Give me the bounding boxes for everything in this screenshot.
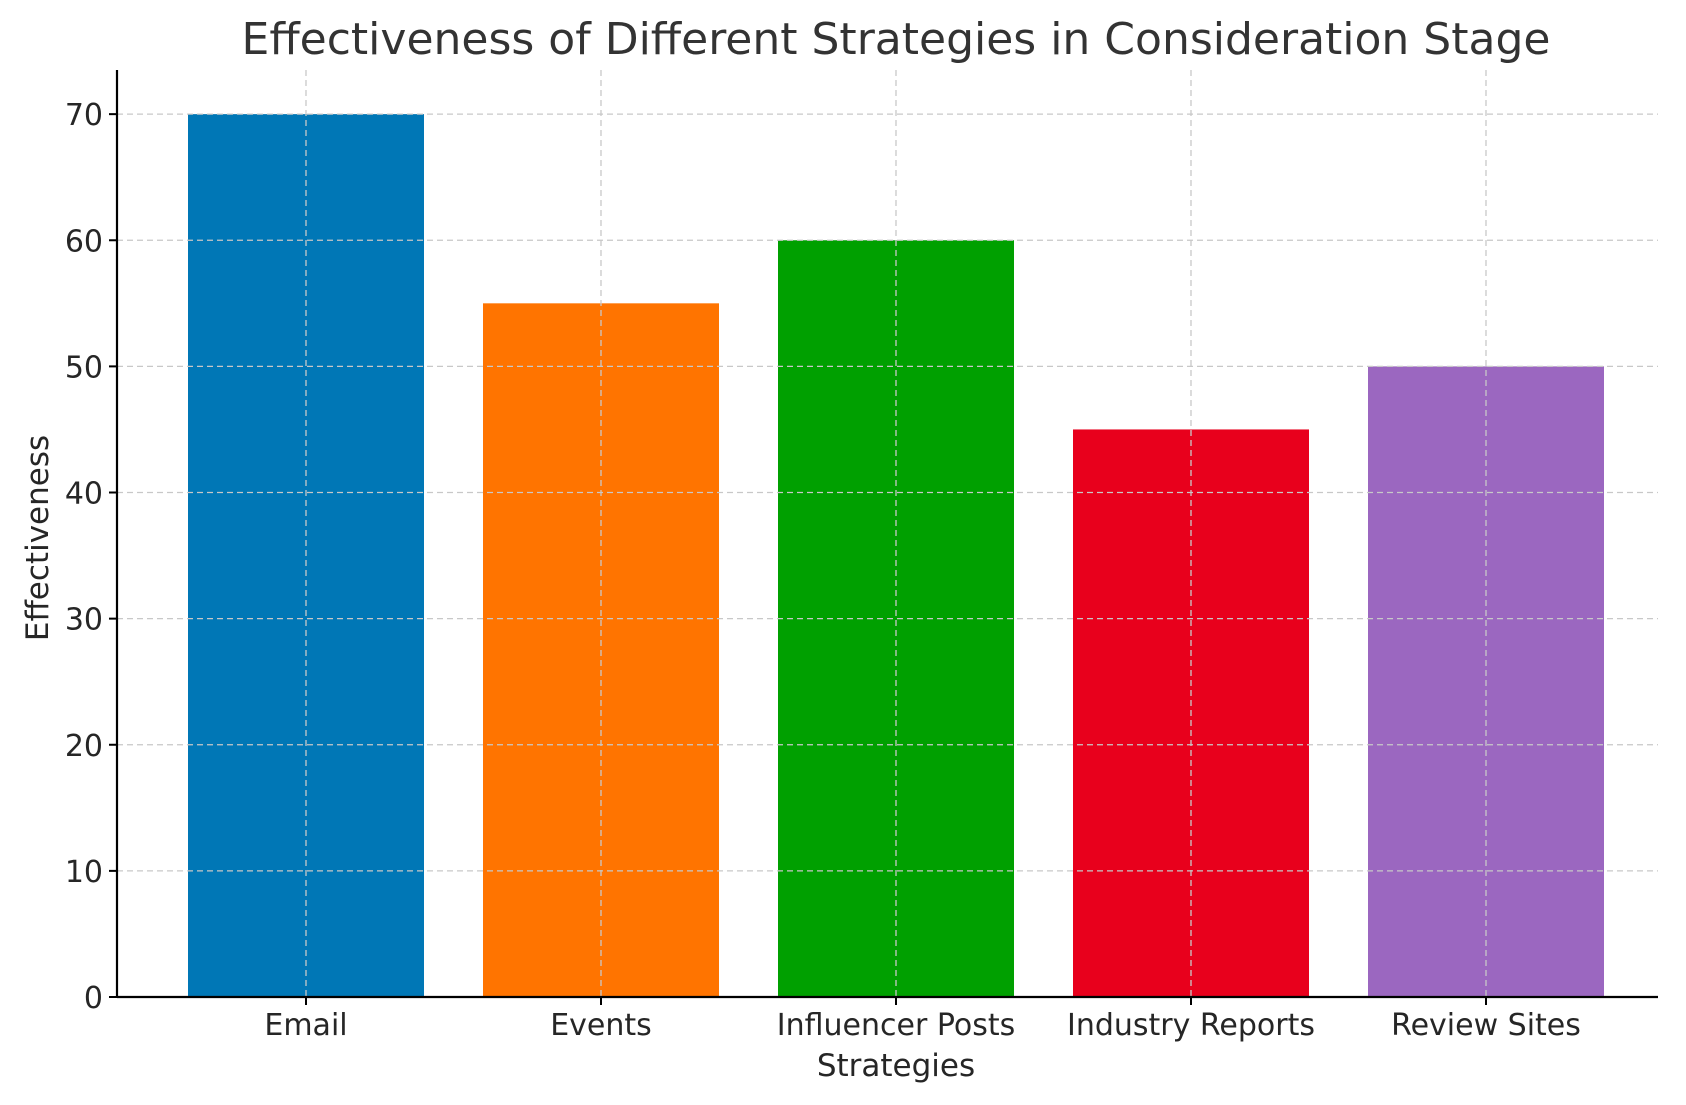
- y-tick-label: 60: [65, 224, 103, 259]
- axis-layer: 0 10 20 30 40 50 60 70 Email Events Influencer Pos…: [65, 70, 1658, 1043]
- chart-title: Effectiveness of Different Strategies in…: [242, 14, 1551, 65]
- x-tick-label: Review Sites: [1391, 1008, 1581, 1043]
- y-axis-label: Effectiveness: [20, 435, 56, 641]
- x-tick-label: Influencer Posts: [777, 1008, 1015, 1043]
- y-tick-label: 30: [65, 603, 103, 638]
- y-tick-label: 10: [65, 855, 103, 890]
- x-tick-label: Events: [550, 1008, 652, 1043]
- y-tick-label: 70: [65, 98, 103, 133]
- y-tick-label: 50: [65, 350, 103, 385]
- y-tick-label: 40: [65, 477, 103, 512]
- y-tick-label: 20: [65, 729, 103, 764]
- x-tick-label: Email: [264, 1008, 347, 1043]
- grid-layer: [117, 70, 1658, 997]
- x-axis-label: Strategies: [817, 1048, 975, 1084]
- x-tick-label: Industry Reports: [1067, 1008, 1315, 1043]
- y-tick-label: 0: [84, 981, 103, 1016]
